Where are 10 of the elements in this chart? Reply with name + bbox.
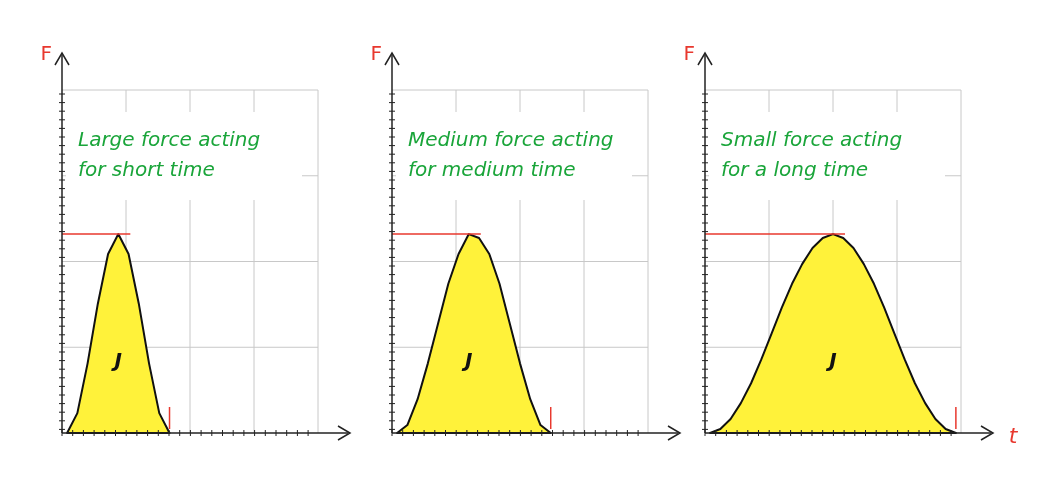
- x-axis-title: t: [1008, 423, 1019, 448]
- text: Small force acting for a long time: [721, 127, 903, 181]
- text: Medium force acting for medium time: [408, 127, 614, 181]
- annotation: J: [825, 348, 838, 373]
- annotation: J: [461, 348, 474, 373]
- annotation: J: [110, 348, 123, 373]
- y-axis-title: F: [370, 41, 382, 65]
- text: Large force acting for short time: [78, 127, 261, 181]
- y-axis-title: F: [40, 41, 52, 65]
- y-axis-title: F: [683, 41, 695, 65]
